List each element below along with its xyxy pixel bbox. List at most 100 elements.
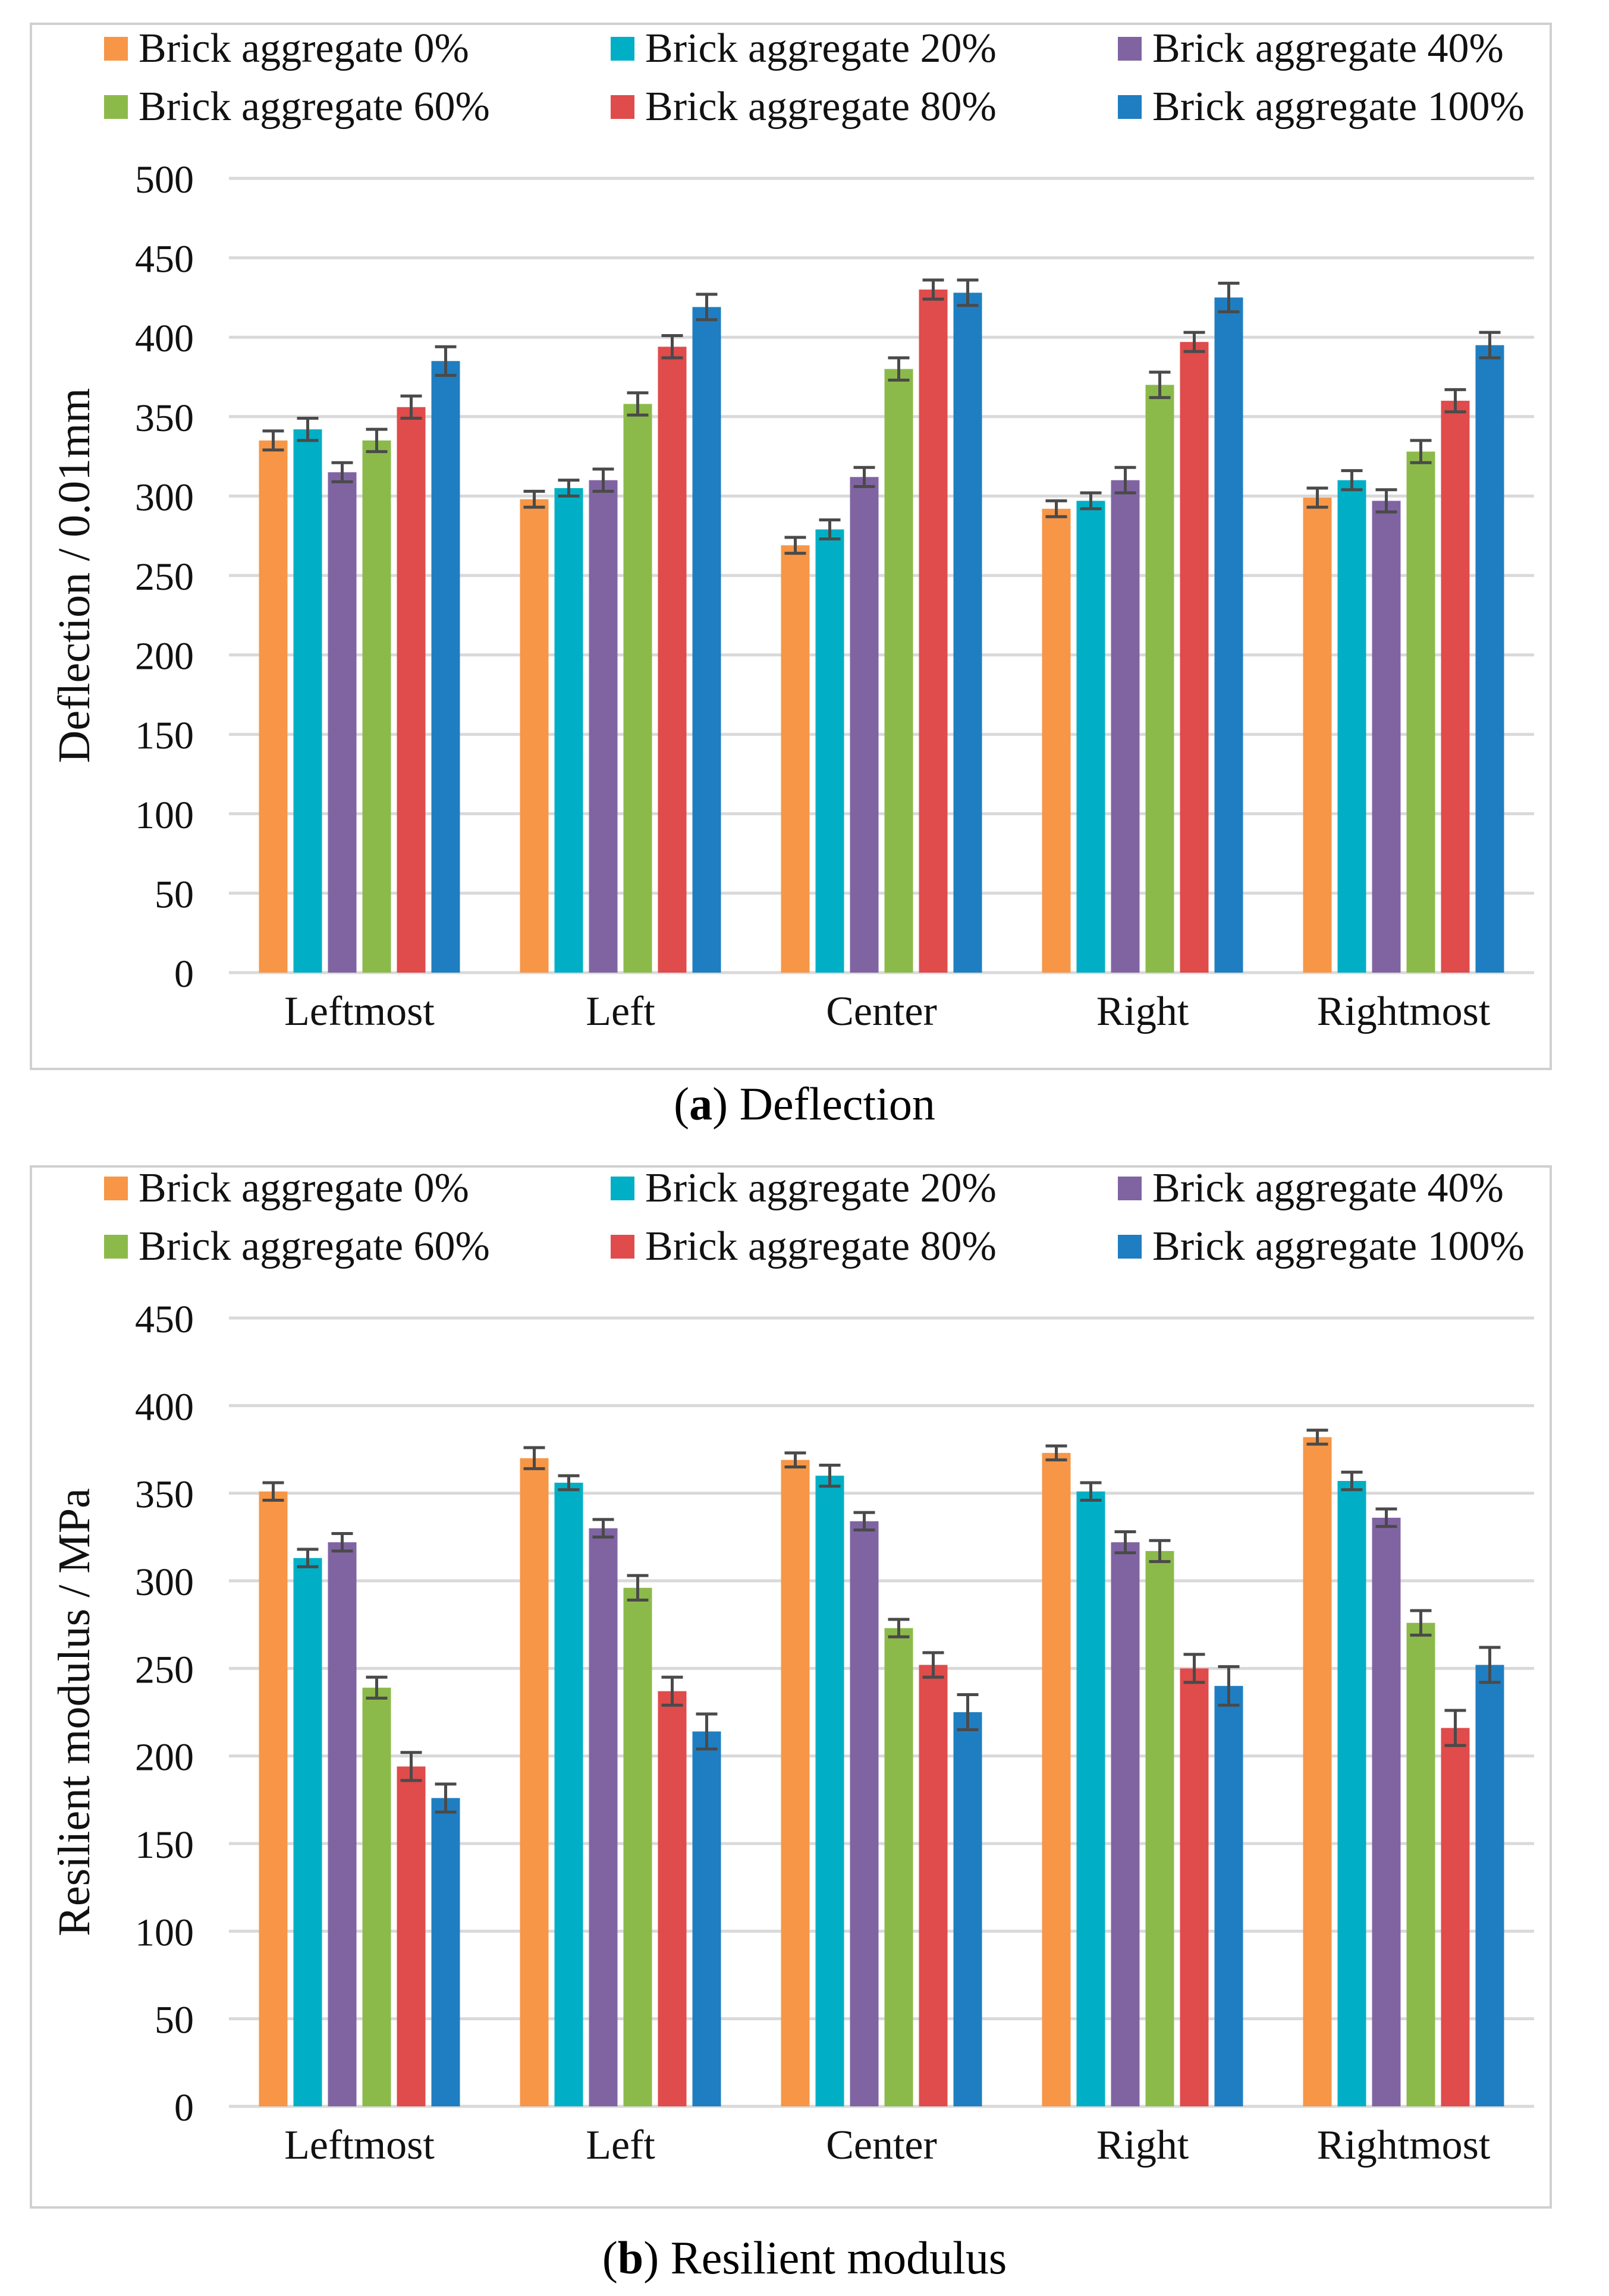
bar bbox=[1406, 1622, 1435, 2106]
deflection-chart: 0 50 100 150 200 250 300 350 400 450 500 Deflection… bbox=[30, 23, 1552, 1070]
x-category-label: Right bbox=[1096, 2122, 1189, 2168]
legend-label: Brick aggregate 80% bbox=[645, 84, 997, 130]
x-category-label: Center bbox=[826, 989, 937, 1034]
bar bbox=[1111, 1542, 1140, 2106]
bar bbox=[781, 1460, 810, 2106]
bar bbox=[1042, 1452, 1071, 2106]
bar bbox=[589, 480, 618, 973]
legend-item: Brick aggregate 20% bbox=[611, 1165, 997, 1211]
legend-item: Brick aggregate 100% bbox=[1118, 1224, 1525, 1269]
legend-item: Brick aggregate 80% bbox=[611, 84, 997, 130]
y-tick-label: 0 bbox=[174, 2086, 194, 2130]
bar bbox=[293, 1558, 322, 2106]
y-tick-label: 50 bbox=[155, 873, 194, 916]
bar bbox=[884, 1628, 913, 2106]
panel-letter: b bbox=[617, 2232, 644, 2284]
caption-text: Resilient modulus bbox=[670, 2232, 1007, 2284]
legend-item: Brick aggregate 20% bbox=[611, 26, 997, 71]
legend-item: Brick aggregate 0% bbox=[104, 26, 469, 71]
bar bbox=[692, 1731, 721, 2106]
bar bbox=[1076, 1491, 1105, 2106]
resilient-modulus-chart: 0 50 100 150 200 250 300 350 400 450 Resilient mod… bbox=[30, 1165, 1552, 2209]
y-tick-label: 400 bbox=[135, 1385, 194, 1429]
bar bbox=[1076, 501, 1105, 973]
bar bbox=[431, 1798, 460, 2106]
legend-label: Brick aggregate 100% bbox=[1152, 1224, 1525, 1269]
bar bbox=[1475, 345, 1504, 973]
deflection-panel: 0 50 100 150 200 250 300 350 400 450 500 Deflection… bbox=[0, 0, 1609, 1138]
legend-item: Brick aggregate 80% bbox=[611, 1224, 997, 1269]
y-tick-label: 200 bbox=[135, 635, 194, 678]
legend-swatch bbox=[1118, 1177, 1142, 1200]
bar bbox=[1180, 1668, 1209, 2106]
legend-item: Brick aggregate 40% bbox=[1118, 1165, 1504, 1211]
legend-swatch bbox=[611, 95, 634, 119]
bar bbox=[397, 1766, 426, 2106]
caption-text: Deflection bbox=[739, 1078, 935, 1130]
panel-letter: a bbox=[689, 1078, 713, 1130]
y-tick-label: 100 bbox=[135, 794, 194, 837]
bar bbox=[328, 1542, 357, 2106]
chart-frame bbox=[30, 23, 1552, 1070]
resilient-modulus-caption: (b) Resilient modulus bbox=[602, 2232, 1007, 2284]
y-axis-label: Resilient modulus / MPa bbox=[49, 1488, 99, 1936]
bar bbox=[520, 1458, 549, 2106]
bar bbox=[1303, 1437, 1332, 2106]
bar bbox=[815, 1476, 844, 2106]
y-tick-label: 250 bbox=[135, 1648, 194, 1691]
legend-item: Brick aggregate 0% bbox=[104, 1165, 469, 1211]
bar bbox=[293, 429, 322, 973]
bar bbox=[623, 404, 652, 973]
y-tick-label: 150 bbox=[135, 1823, 194, 1867]
bar bbox=[953, 292, 982, 973]
x-category-label: Rightmost bbox=[1317, 989, 1491, 1034]
legend-swatch bbox=[104, 1235, 128, 1259]
bar bbox=[554, 1482, 583, 2106]
bar bbox=[1214, 297, 1243, 973]
bar bbox=[919, 290, 948, 973]
bar bbox=[1042, 508, 1071, 973]
y-tick-label: 250 bbox=[135, 555, 194, 599]
bar bbox=[692, 307, 721, 973]
bar bbox=[1337, 1481, 1366, 2106]
bar bbox=[850, 1521, 879, 2106]
bar bbox=[919, 1665, 948, 2106]
y-tick-label: 150 bbox=[135, 714, 194, 757]
bar bbox=[1441, 401, 1470, 973]
y-tick-label: 50 bbox=[155, 1999, 194, 2042]
x-category-label: Left bbox=[586, 2122, 655, 2168]
legend-item: Brick aggregate 60% bbox=[104, 84, 490, 130]
legend-label: Brick aggregate 40% bbox=[1152, 26, 1504, 71]
legend-swatch bbox=[1118, 37, 1142, 61]
y-tick-label: 500 bbox=[135, 158, 194, 202]
bar bbox=[1214, 1685, 1243, 2106]
bar bbox=[884, 369, 913, 973]
legend-label: Brick aggregate 80% bbox=[645, 1224, 997, 1269]
bar bbox=[431, 361, 460, 973]
y-tick-label: 200 bbox=[135, 1736, 194, 1779]
bar bbox=[259, 1491, 288, 2106]
y-axis-label: Deflection / 0.01mm bbox=[49, 388, 99, 763]
legend-item: Brick aggregate 60% bbox=[104, 1224, 490, 1269]
bar bbox=[658, 1691, 687, 2106]
bar bbox=[1111, 480, 1140, 973]
legend-label: Brick aggregate 20% bbox=[645, 1165, 997, 1211]
legend-item: Brick aggregate 40% bbox=[1118, 26, 1504, 71]
bar bbox=[589, 1528, 618, 2106]
legend-item: Brick aggregate 100% bbox=[1118, 84, 1525, 130]
bar bbox=[1145, 1550, 1174, 2106]
legend-swatch bbox=[104, 95, 128, 119]
bar bbox=[1337, 480, 1366, 973]
resilient-modulus-panel: 0 50 100 150 200 250 300 350 400 450 Resilient mod… bbox=[0, 1138, 1609, 2296]
legend-swatch bbox=[611, 1177, 634, 1200]
bar bbox=[815, 529, 844, 973]
legend-label: Brick aggregate 60% bbox=[139, 84, 490, 130]
bar bbox=[1475, 1665, 1504, 2106]
x-category-label: Left bbox=[586, 989, 655, 1034]
legend-swatch bbox=[1118, 1235, 1142, 1259]
bar bbox=[554, 488, 583, 973]
legend-label: Brick aggregate 0% bbox=[139, 1165, 469, 1211]
legend-label: Brick aggregate 0% bbox=[139, 26, 469, 71]
legend-swatch bbox=[611, 1235, 634, 1259]
x-category-label: Center bbox=[826, 2122, 937, 2168]
